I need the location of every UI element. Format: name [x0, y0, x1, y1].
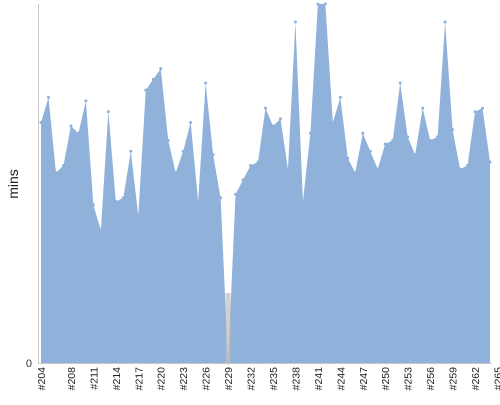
x-tick-label: #232 [246, 367, 258, 391]
data-point [293, 20, 297, 24]
data-point [121, 196, 125, 200]
data-point [219, 196, 223, 200]
x-tick-label: #262 [470, 367, 482, 391]
data-point [84, 99, 88, 103]
data-point [421, 106, 425, 110]
x-tick-label: #256 [425, 367, 437, 391]
data-point [144, 88, 148, 92]
data-point [241, 178, 245, 182]
data-point [308, 131, 312, 135]
x-tick-label: #214 [111, 367, 123, 391]
data-point [458, 167, 462, 171]
data-point [151, 77, 155, 81]
data-point [278, 117, 282, 121]
data-point [301, 199, 305, 203]
data-point [376, 167, 380, 171]
data-point [39, 120, 43, 124]
x-tick-label: #229 [223, 367, 235, 391]
data-point [249, 164, 253, 168]
data-point [406, 135, 410, 139]
data-point [211, 153, 215, 157]
data-point [91, 203, 95, 207]
data-point [114, 199, 118, 203]
data-point [196, 199, 200, 203]
zero-value-marker [225, 293, 231, 363]
data-point [436, 135, 440, 139]
data-point [166, 138, 170, 142]
data-point [466, 164, 470, 168]
data-point [256, 160, 260, 164]
data-point [189, 120, 193, 124]
data-point [383, 142, 387, 146]
data-point [488, 160, 492, 164]
data-point [443, 20, 447, 24]
series-area [41, 4, 490, 363]
data-point [368, 149, 372, 153]
data-point [361, 131, 365, 135]
plot-area [39, 2, 492, 365]
data-point [286, 167, 290, 171]
data-point [174, 171, 178, 175]
data-point [264, 106, 267, 110]
data-point [323, 2, 327, 6]
x-tick-label: #241 [313, 367, 325, 391]
data-point [99, 228, 103, 232]
x-tick-label: #217 [133, 367, 145, 391]
data-point [473, 110, 477, 114]
data-point [391, 138, 395, 142]
data-point [234, 192, 238, 196]
data-point [76, 131, 80, 135]
data-point [338, 95, 342, 99]
data-point [54, 171, 58, 175]
x-tick-label: #253 [403, 367, 415, 391]
data-point [136, 214, 140, 218]
y-axis-ticks: 0 [26, 358, 32, 370]
x-tick-label: #250 [380, 367, 392, 391]
x-tick-label: #244 [335, 367, 347, 391]
data-point [398, 81, 402, 85]
data-point [331, 120, 335, 124]
data-point [316, 2, 320, 6]
x-tick-label: #247 [358, 367, 370, 391]
data-point [413, 153, 417, 157]
x-tick-label: #235 [268, 367, 280, 391]
x-tick-label: #223 [178, 367, 190, 391]
x-axis-ticks: #204 #208 #211 #214 #217 #220 #223 #226 #229 #232… [36, 367, 500, 391]
data-point [451, 128, 455, 132]
y-axis-label: mins [5, 169, 21, 199]
x-tick-label: #208 [66, 367, 78, 391]
data-point [61, 164, 65, 168]
data-point [106, 110, 110, 114]
x-tick-label: #204 [36, 367, 48, 391]
x-tick-label: #259 [448, 367, 460, 391]
data-point [129, 149, 133, 153]
data-point [428, 138, 432, 142]
x-tick-label: #220 [156, 367, 168, 391]
x-tick-label: #226 [201, 367, 213, 391]
data-point [159, 67, 163, 71]
data-point [353, 171, 357, 175]
x-tick-label: #265 [492, 367, 500, 391]
x-tick-label: #211 [88, 367, 100, 390]
x-tick-label: #238 [290, 367, 302, 391]
y-tick-label: 0 [26, 358, 32, 370]
data-point [481, 106, 485, 110]
data-point [204, 81, 208, 85]
data-point [69, 124, 73, 128]
data-point [271, 124, 275, 128]
data-point [46, 95, 50, 99]
data-point [181, 149, 185, 153]
data-point [346, 156, 350, 160]
